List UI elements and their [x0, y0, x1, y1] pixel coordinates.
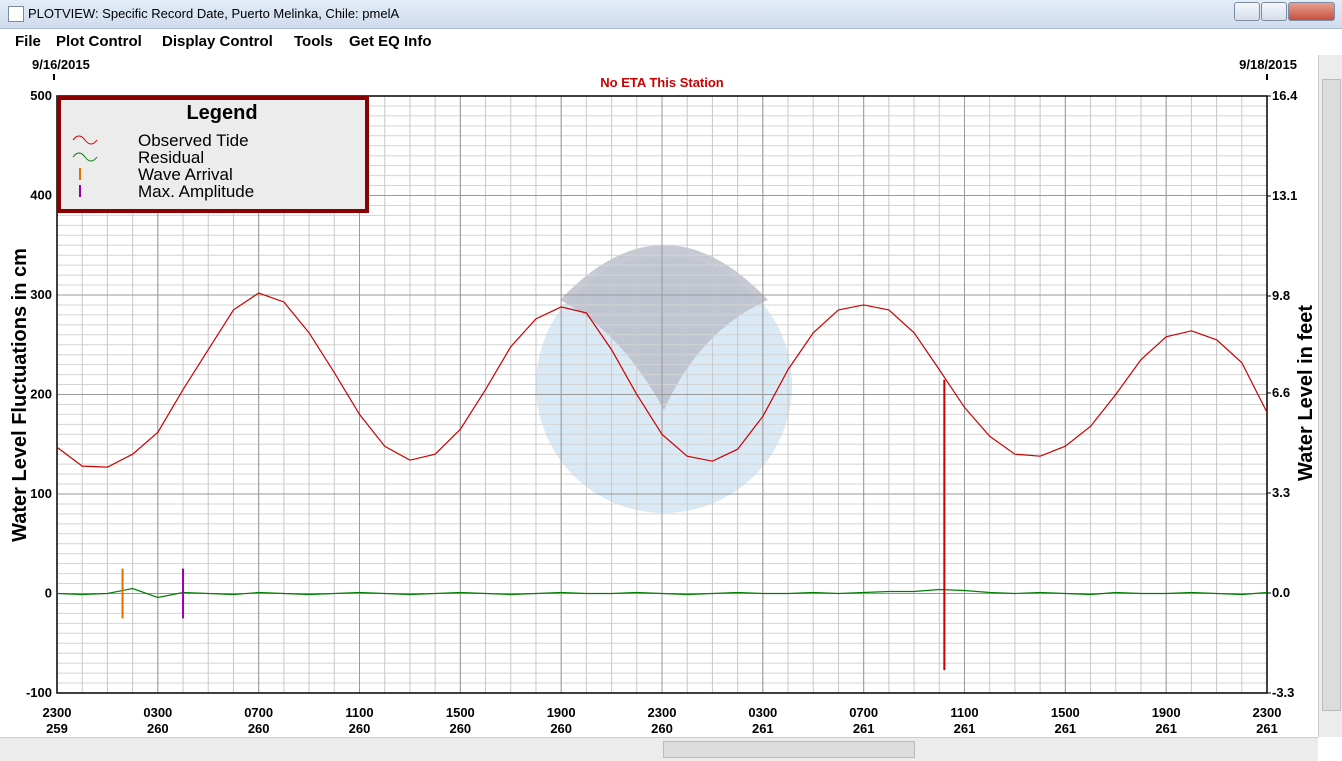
- legend-label: Observed Tide: [138, 131, 249, 150]
- maximize-button[interactable]: [1261, 2, 1287, 21]
- scroll-thumb[interactable]: [663, 741, 915, 758]
- window-title: PLOTVIEW: Specific Record Date, Puerto M…: [28, 6, 400, 21]
- x-tick-day-label: 260: [349, 721, 371, 736]
- y-tick-label: -100: [26, 685, 52, 700]
- start-date: 9/16/2015: [32, 57, 90, 72]
- x-tick-day-label: 261: [1054, 721, 1076, 736]
- series-line: [56, 587, 1268, 599]
- menu-item[interactable]: File: [15, 33, 41, 50]
- y-tick-label: 200: [30, 387, 52, 402]
- y2-tick-label: 6.6: [1272, 385, 1290, 400]
- x-tick-day-label: 260: [651, 721, 673, 736]
- x-tick-label: 1500: [1051, 705, 1080, 720]
- x-tick-day-label: 261: [752, 721, 774, 736]
- x-tick-day-label: 261: [954, 721, 976, 736]
- x-tick-day-label: 260: [147, 721, 169, 736]
- x-tick-label: 1100: [950, 705, 978, 720]
- title-bar: PLOTVIEW: Specific Record Date, Puerto M…: [0, 0, 1342, 29]
- scroll-thumb[interactable]: [1322, 79, 1341, 711]
- close-button[interactable]: [1288, 2, 1335, 21]
- y-tick-label: 400: [30, 188, 52, 203]
- horizontal-scrollbar[interactable]: [0, 737, 1318, 761]
- series-line: [56, 292, 1268, 468]
- y-tick-label: 0: [45, 586, 52, 601]
- x-tick-label: 1500: [446, 705, 475, 720]
- end-date: 9/18/2015: [1239, 57, 1297, 72]
- x-tick-label: 1900: [1152, 705, 1181, 720]
- x-tick-label: 0300: [143, 705, 172, 720]
- x-tick-label: 2300: [43, 705, 72, 720]
- x-tick-label: 2300: [1253, 705, 1282, 720]
- y2-tick-label: 0.0: [1272, 585, 1290, 600]
- vertical-scrollbar[interactable]: [1318, 55, 1342, 737]
- plot-frame: [56, 95, 1268, 694]
- y-axis-label: Water Level Fluctuations in cm: [9, 248, 31, 542]
- x-tick-label: 1900: [547, 705, 576, 720]
- y-tick-label: 100: [30, 486, 52, 501]
- minimize-button[interactable]: [1234, 2, 1260, 21]
- chart-title: No ETA This Station: [600, 75, 724, 90]
- y2-tick-label: 13.1: [1272, 188, 1297, 203]
- y2-tick-label: -3.3: [1272, 685, 1294, 700]
- y2-axis-label: Water Level in feet: [1295, 305, 1317, 481]
- x-tick-day-label: 261: [1256, 721, 1278, 736]
- y2-tick-label: 16.4: [1272, 88, 1298, 103]
- y-tick-label: 500: [30, 88, 52, 103]
- legend-label: Max. Amplitude: [138, 182, 254, 201]
- x-tick-day-label: 260: [550, 721, 572, 736]
- legend-box: [57, 96, 369, 213]
- y-tick-label: 300: [30, 287, 52, 302]
- x-tick-label: 0700: [244, 705, 273, 720]
- menu-item[interactable]: Plot Control: [56, 33, 142, 50]
- legend-title: Legend: [186, 102, 257, 124]
- menu-item[interactable]: Display Control: [162, 33, 273, 50]
- x-tick-label: 1100: [345, 705, 373, 720]
- legend-symbol: [72, 152, 98, 162]
- x-tick-day-label: 259: [46, 721, 68, 736]
- x-tick-day-label: 261: [1155, 721, 1177, 736]
- x-tick-label: 2300: [648, 705, 677, 720]
- x-tick-day-label: 260: [449, 721, 471, 736]
- menu-item[interactable]: Get EQ Info: [349, 33, 432, 50]
- chart: -100 0 100 200 300 400 500 -3.3 0.0 3.3 6.6 9.8 13.1…: [9, 57, 1317, 736]
- menu-item[interactable]: Tools: [294, 33, 333, 50]
- x-tick-day-label: 260: [248, 721, 270, 736]
- x-tick-day-label: 261: [853, 721, 875, 736]
- legend-label: Residual: [138, 148, 204, 167]
- app-icon: [8, 6, 24, 22]
- x-tick-label: 0700: [849, 705, 878, 720]
- legend-label: Wave Arrival: [138, 165, 233, 184]
- menu-bar: File Plot Control Display Control Tools …: [0, 29, 1342, 55]
- x-tick-label: 0300: [748, 705, 777, 720]
- legend-symbol: [72, 135, 98, 145]
- y2-tick-label: 9.8: [1272, 288, 1290, 303]
- y2-tick-label: 3.3: [1272, 485, 1290, 500]
